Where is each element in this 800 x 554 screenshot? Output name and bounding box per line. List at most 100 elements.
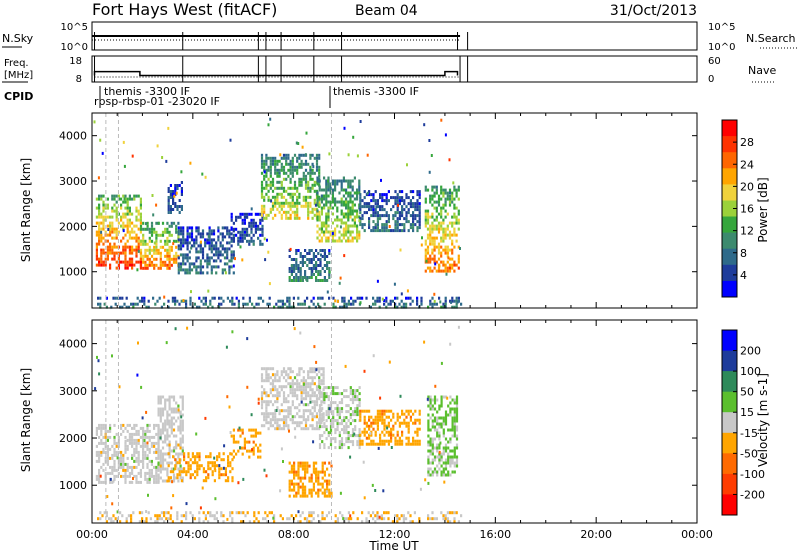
data-cell	[323, 279, 326, 282]
data-cell	[280, 409, 283, 413]
data-cell	[102, 480, 105, 484]
data-cell	[100, 465, 103, 469]
data-cell	[121, 514, 124, 518]
data-cell	[289, 388, 292, 392]
data-cell	[349, 392, 352, 396]
data-cell	[323, 194, 326, 198]
data-cell	[271, 162, 275, 166]
data-cell	[266, 514, 269, 518]
data-cell	[447, 455, 450, 459]
data-cell	[451, 221, 454, 225]
data-cell	[177, 229, 180, 233]
data-cell	[232, 239, 235, 243]
data-cell	[287, 174, 290, 178]
data-cell	[308, 479, 311, 483]
data-cell	[113, 450, 116, 454]
data-cell	[440, 511, 443, 515]
data-cell	[431, 194, 434, 198]
data-cell	[237, 305, 240, 309]
data-cell	[260, 400, 264, 404]
data-cell	[188, 268, 191, 272]
data-cell	[321, 517, 324, 521]
data-cell	[126, 206, 129, 210]
data-cell	[289, 418, 292, 422]
colorbar-tick-label: -100	[740, 468, 765, 481]
data-cell	[142, 221, 145, 225]
data-cell	[100, 212, 103, 216]
data-cell	[290, 464, 293, 468]
data-cell	[186, 232, 189, 236]
data-cell	[290, 467, 293, 471]
data-cell	[455, 419, 459, 423]
data-cell	[336, 407, 339, 411]
data-cell	[263, 415, 266, 419]
data-cell	[424, 188, 427, 192]
data-cell	[455, 305, 458, 309]
data-cell	[187, 455, 190, 459]
data-cell	[327, 206, 330, 210]
data-cell	[276, 379, 279, 383]
data-cell	[455, 434, 459, 438]
data-cell	[311, 412, 314, 416]
data-cell	[349, 185, 352, 189]
data-cell	[179, 437, 182, 441]
data-cell	[237, 428, 240, 432]
data-cell	[113, 447, 116, 451]
data-cell	[295, 470, 298, 474]
data-cell	[109, 224, 112, 228]
data-cell	[285, 153, 288, 157]
data-cell	[310, 491, 313, 495]
data-cell	[370, 193, 373, 197]
nsky-tick-bottom: 10^0	[61, 42, 88, 53]
data-cell	[289, 201, 292, 205]
data-cell	[312, 252, 315, 255]
data-region	[139, 221, 180, 270]
data-cell	[269, 418, 272, 422]
data-cell	[316, 194, 319, 198]
data-cell	[131, 471, 134, 475]
data-cell	[412, 439, 415, 443]
data-cell	[182, 259, 185, 263]
data-cell	[100, 194, 103, 198]
data-cell	[288, 267, 291, 270]
data-cell	[437, 248, 441, 252]
data-cell	[291, 201, 294, 205]
data-cell	[110, 305, 113, 309]
scatter-cell	[280, 447, 283, 451]
scatter-cell	[443, 480, 446, 484]
data-cell	[315, 397, 319, 401]
scatter-cell	[132, 477, 134, 480]
data-cell	[291, 168, 294, 172]
data-cell	[252, 221, 255, 225]
data-cell	[253, 305, 256, 309]
data-cell	[431, 449, 434, 453]
data-cell	[202, 479, 205, 483]
data-cell	[327, 188, 330, 192]
data-cell	[416, 214, 419, 218]
data-cell	[363, 433, 366, 437]
data-cell	[167, 208, 170, 211]
data-cell	[212, 265, 216, 269]
data-cell	[457, 260, 460, 264]
data-cell	[139, 254, 143, 258]
data-cell	[148, 248, 151, 252]
data-cell	[309, 382, 312, 386]
scatter-cell	[288, 429, 290, 433]
data-cell	[188, 271, 191, 275]
scatter-cell	[99, 474, 102, 478]
data-cell	[161, 245, 165, 249]
data-cell	[331, 182, 334, 186]
data-cell	[157, 410, 160, 414]
data-cell	[285, 400, 288, 404]
data-cell	[246, 215, 249, 219]
data-cell	[356, 407, 359, 411]
data-cell	[318, 210, 321, 214]
data-cell	[372, 208, 375, 212]
freq-tick-bottom: 8	[76, 74, 82, 85]
data-cell	[342, 221, 345, 225]
data-cell	[446, 254, 449, 258]
data-cell	[381, 421, 384, 425]
scatter-cell	[151, 194, 154, 197]
data-cell	[414, 442, 417, 446]
data-cell	[161, 263, 165, 267]
